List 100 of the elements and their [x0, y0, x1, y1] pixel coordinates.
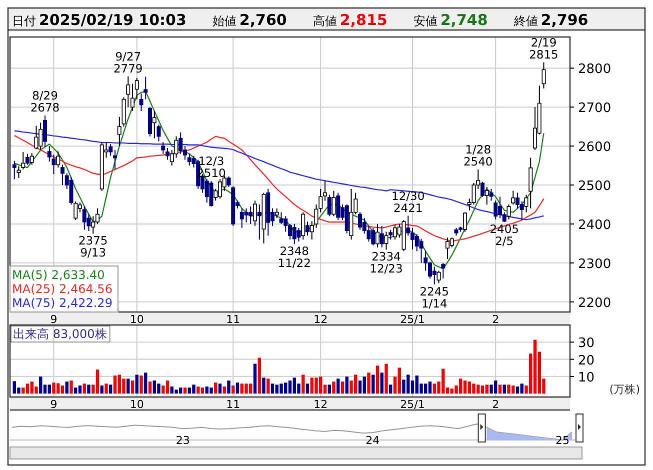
- bar: [113, 376, 117, 394]
- candlestick: [134, 77, 139, 100]
- bar: [340, 382, 344, 394]
- bar: [258, 358, 261, 394]
- candlestick: [436, 270, 441, 284]
- candlestick: [432, 266, 436, 285]
- candlestick: [279, 212, 284, 224]
- y-tick-label: 2500: [578, 179, 612, 194]
- bar: [60, 386, 64, 394]
- y-tick-label: 10: [578, 370, 595, 386]
- bar: [490, 384, 493, 394]
- text: 2,748: [440, 11, 488, 29]
- bar: [389, 384, 392, 394]
- bar: [210, 388, 213, 394]
- x-tick-label: 2: [492, 398, 500, 411]
- bar: [148, 382, 152, 394]
- candlestick: [388, 229, 393, 240]
- bar: [480, 386, 484, 394]
- candlestick: [30, 152, 34, 166]
- bar: [82, 384, 86, 394]
- text: 2,815: [340, 11, 388, 29]
- candlestick: [441, 262, 446, 279]
- bar: [485, 384, 488, 394]
- candlestick: [380, 225, 384, 248]
- bar: [166, 380, 170, 394]
- candlestick: [74, 200, 78, 221]
- bar: [362, 376, 366, 394]
- bar: [516, 386, 520, 394]
- bar: [498, 384, 502, 394]
- bar: [236, 382, 240, 394]
- candlestick: [480, 181, 484, 198]
- annotation: 2/19 2815: [529, 35, 558, 62]
- bar: [253, 364, 257, 394]
- bar: [266, 378, 270, 394]
- bar: [502, 384, 506, 394]
- bar: [140, 376, 143, 394]
- candlestick: [384, 231, 388, 250]
- bar: [218, 384, 222, 394]
- bar: [222, 386, 226, 394]
- x-tick-label: 24: [366, 434, 380, 447]
- candlestick: [244, 208, 248, 223]
- bar: [196, 386, 200, 394]
- bar: [65, 382, 68, 394]
- bar: [270, 384, 274, 394]
- annotation: 2348 11/22: [278, 244, 311, 270]
- bar: [157, 384, 160, 394]
- bar: [130, 380, 134, 394]
- annotation: 9/27 2779: [113, 49, 143, 76]
- bar: [78, 386, 82, 394]
- candlestick: [376, 223, 380, 248]
- x-tick-label: 25/1: [400, 313, 425, 326]
- bar: [104, 384, 108, 394]
- y-tick-label: 2600: [578, 140, 612, 156]
- bar: [533, 340, 537, 394]
- bar: [52, 382, 56, 394]
- candlestick: [306, 221, 310, 236]
- x-tick-label: 10: [130, 313, 144, 326]
- bar: [74, 388, 78, 394]
- bar: [109, 384, 112, 394]
- text: MA(25) 2,464.56: [12, 282, 112, 296]
- annotation: 12/30 2421: [392, 188, 425, 215]
- bar: [96, 370, 100, 394]
- candlestick: [56, 151, 60, 168]
- candlestick: [152, 110, 156, 139]
- bar: [214, 382, 218, 394]
- x-tick-label: 11: [226, 313, 240, 326]
- y-tick-label: 2700: [578, 101, 612, 116]
- x-tick-label: 11: [226, 398, 240, 411]
- bar: [244, 384, 248, 394]
- y-tick-label: 20: [578, 353, 595, 368]
- bar: [26, 384, 30, 394]
- bar: [384, 364, 388, 394]
- text: MA(75) 2,422.29: [12, 296, 112, 310]
- candlestick: [161, 142, 166, 154]
- candlestick: [301, 212, 306, 240]
- candlestick: [542, 62, 546, 89]
- x-tick-label: 9: [50, 313, 58, 326]
- candlestick: [528, 157, 533, 209]
- y-tick-label: 2300: [578, 256, 612, 272]
- text: 日付: [12, 14, 36, 28]
- candlestick: [34, 125, 38, 150]
- x-tick-label: 12: [314, 398, 328, 411]
- bar: [520, 384, 524, 394]
- candlestick: [187, 153, 192, 166]
- bar: [48, 384, 51, 394]
- candlestick: [463, 212, 467, 232]
- candlestick: [494, 200, 498, 220]
- bar: [345, 376, 348, 394]
- candlestick: [349, 188, 354, 240]
- candlestick: [166, 148, 170, 160]
- candlestick: [204, 178, 209, 204]
- candlestick: [274, 208, 279, 219]
- bar: [336, 378, 340, 394]
- x-tick-label: 12: [314, 313, 328, 326]
- candlestick: [257, 204, 262, 240]
- bar: [227, 380, 230, 394]
- text: 2025/02/19 10:03: [39, 11, 186, 29]
- bar: [192, 384, 196, 394]
- bar: [288, 380, 292, 394]
- candlestick: [520, 200, 524, 221]
